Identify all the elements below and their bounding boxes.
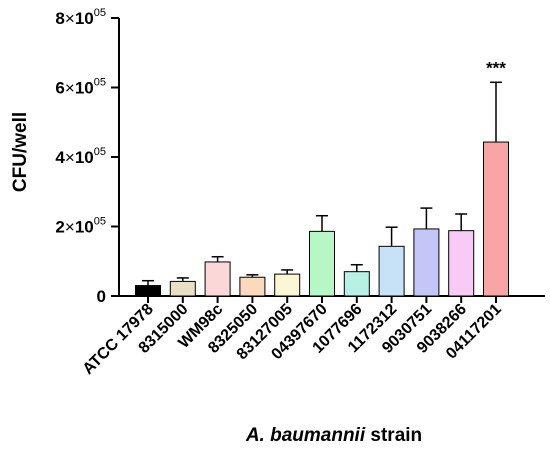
bar bbox=[483, 141, 509, 297]
y-axis: 0 2×1005 4×1005 6×1005 8×1005 bbox=[55, 7, 120, 306]
bar bbox=[204, 261, 231, 297]
x-axis bbox=[118, 295, 545, 303]
bar bbox=[448, 230, 475, 297]
bar bbox=[343, 271, 370, 297]
significance-marker: *** bbox=[486, 58, 506, 77]
y-tick-label: 4×1005 bbox=[55, 146, 106, 167]
bar bbox=[413, 228, 440, 297]
bar bbox=[135, 285, 161, 297]
category-labels: ATCC 179788315000WM98c832505083127005043… bbox=[80, 301, 505, 378]
bar bbox=[169, 280, 196, 297]
bar bbox=[239, 276, 266, 297]
y-tick-label: 6×1005 bbox=[55, 77, 106, 98]
annotations: *** bbox=[486, 58, 506, 77]
y-tick-label: 8×1005 bbox=[55, 7, 106, 28]
bar bbox=[378, 245, 405, 297]
bar bbox=[274, 273, 301, 297]
y-tick-label: 2×1005 bbox=[55, 216, 106, 237]
bar bbox=[309, 230, 335, 297]
y-tick-label: 0 bbox=[97, 287, 106, 306]
x-axis-title: A. baumannii strain bbox=[245, 425, 422, 446]
y-axis-title: CFU/well bbox=[10, 112, 31, 192]
bars bbox=[135, 81, 509, 297]
